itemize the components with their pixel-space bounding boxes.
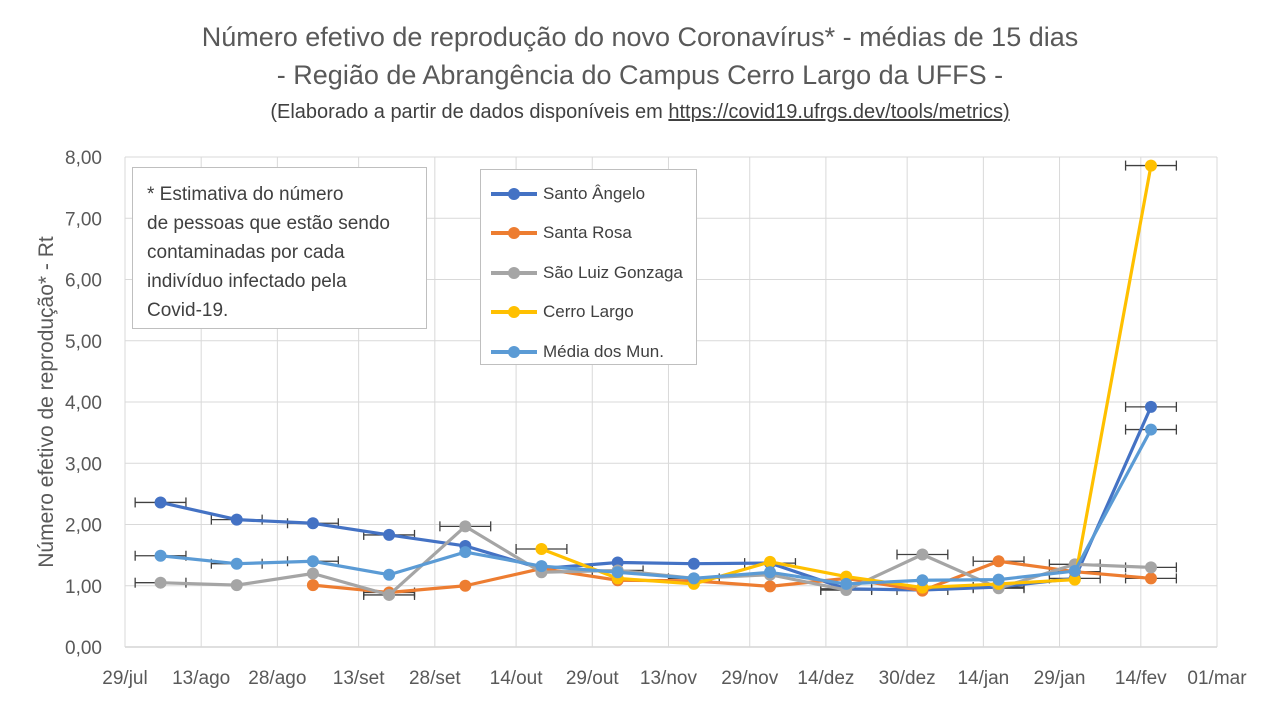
y-tick-label: 3,00 [65,454,102,475]
legend-swatch [491,342,537,362]
y-tick-label: 7,00 [65,209,102,230]
legend-label: Média dos Mun. [543,341,664,361]
legend-item: São Luiz Gonzaga [481,253,696,293]
x-tick-label: 13/set [333,668,385,689]
x-tick-label: 28/set [409,668,461,689]
x-tick-label: 30/dez [879,668,936,689]
chart-source-note: (Elaborado a partir de dados disponíveis… [0,101,1280,124]
data-point [764,555,777,568]
x-tick-label: 29/jan [1034,668,1086,689]
data-point [459,546,472,559]
data-point [154,549,167,562]
data-point [1068,573,1081,586]
x-tick-label: 14/fev [1115,668,1167,689]
data-point [383,588,396,601]
source-prefix: (Elaborado a partir de dados disponíveis… [270,101,669,123]
data-point [992,573,1005,586]
data-point [1144,561,1157,574]
legend-swatch [491,263,537,283]
data-point [154,496,167,509]
y-axis-title: Número efetivo de reprodução* - Rt [35,236,58,568]
data-point [535,560,548,573]
data-point [840,577,853,590]
series-lines [154,159,1157,601]
x-tick-label: 14/out [490,668,544,689]
data-point [1068,565,1081,578]
legend-label: Cerro Largo [543,302,634,322]
data-point [916,574,929,587]
x-tick-label: 28/ago [248,668,306,689]
data-point [611,566,624,579]
y-tick-label: 8,00 [65,148,102,169]
data-point [459,579,472,592]
data-point [230,513,243,526]
data-point [764,566,777,579]
data-point [230,579,243,592]
data-point [383,528,396,541]
legend-item: Santo Ângelo [481,174,696,214]
chart-subtitle: - Região de Abrangência do Campus Cerro … [276,60,1004,90]
data-point [687,557,700,570]
y-tick-label: 6,00 [65,271,102,292]
legend-swatch [491,302,537,322]
y-tick-label: 5,00 [65,332,102,353]
x-tick-label: 13/ago [172,668,230,689]
legend-label: Santa Rosa [543,223,632,243]
data-point [687,572,700,585]
y-tick-label: 2,00 [65,516,102,537]
x-tick-label: 29/out [566,668,620,689]
series-line [312,559,1152,595]
x-tick-label: 14/dez [797,668,854,689]
series-line [160,428,1153,586]
data-point [764,580,777,593]
data-point [1144,159,1157,172]
note-box: * Estimativa do número de pessoas que es… [132,167,427,329]
legend-label: Santo Ângelo [543,183,646,203]
x-tick-label: 01/mar [1187,668,1247,689]
data-point [306,567,319,580]
data-point [1144,572,1157,585]
data-point [535,543,548,555]
legend-item: Cerro Largo [481,293,696,333]
data-point [306,517,319,530]
data-point [916,548,929,561]
chart-title: Número efetivo de reprodução do novo Cor… [201,22,1079,52]
data-point [383,568,396,581]
x-tick-label: 13/nov [640,668,698,689]
series-line [160,406,1153,592]
y-tick-label: 0,00 [65,638,102,659]
source-url: https://covid19.ufrgs.dev/tools/metrics) [668,101,1010,123]
data-point [154,576,167,589]
y-tick-label: 1,00 [65,577,102,598]
legend-swatch [491,223,537,243]
data-point [992,555,1005,568]
legend-item: Média dos Mun. [481,332,696,372]
legend-swatch [491,184,537,204]
x-axis: 29/jul 13/ago 28/ago 13/set 28/set 14/out 29/o… [102,668,1247,689]
x-tick-label: 29/nov [721,668,779,689]
data-point [230,557,243,570]
y-tick-label: 4,00 [65,393,102,414]
data-point [306,579,319,592]
data-point [459,520,472,533]
legend-item: Santa Rosa [481,214,696,254]
x-tick-label: 29/jul [102,668,147,689]
x-tick-label: 14/jan [957,668,1009,689]
legend: Santo Ângelo Santa Rosa São Luiz Gonzaga Ce… [480,169,697,365]
legend-label: São Luiz Gonzaga [543,262,683,282]
data-point [306,555,319,568]
data-point [1144,423,1157,436]
data-point [1144,400,1157,413]
y-axis: 0,00 1,00 2,00 3,00 4,00 5,00 6,00 7,00 8,00 [65,148,102,659]
